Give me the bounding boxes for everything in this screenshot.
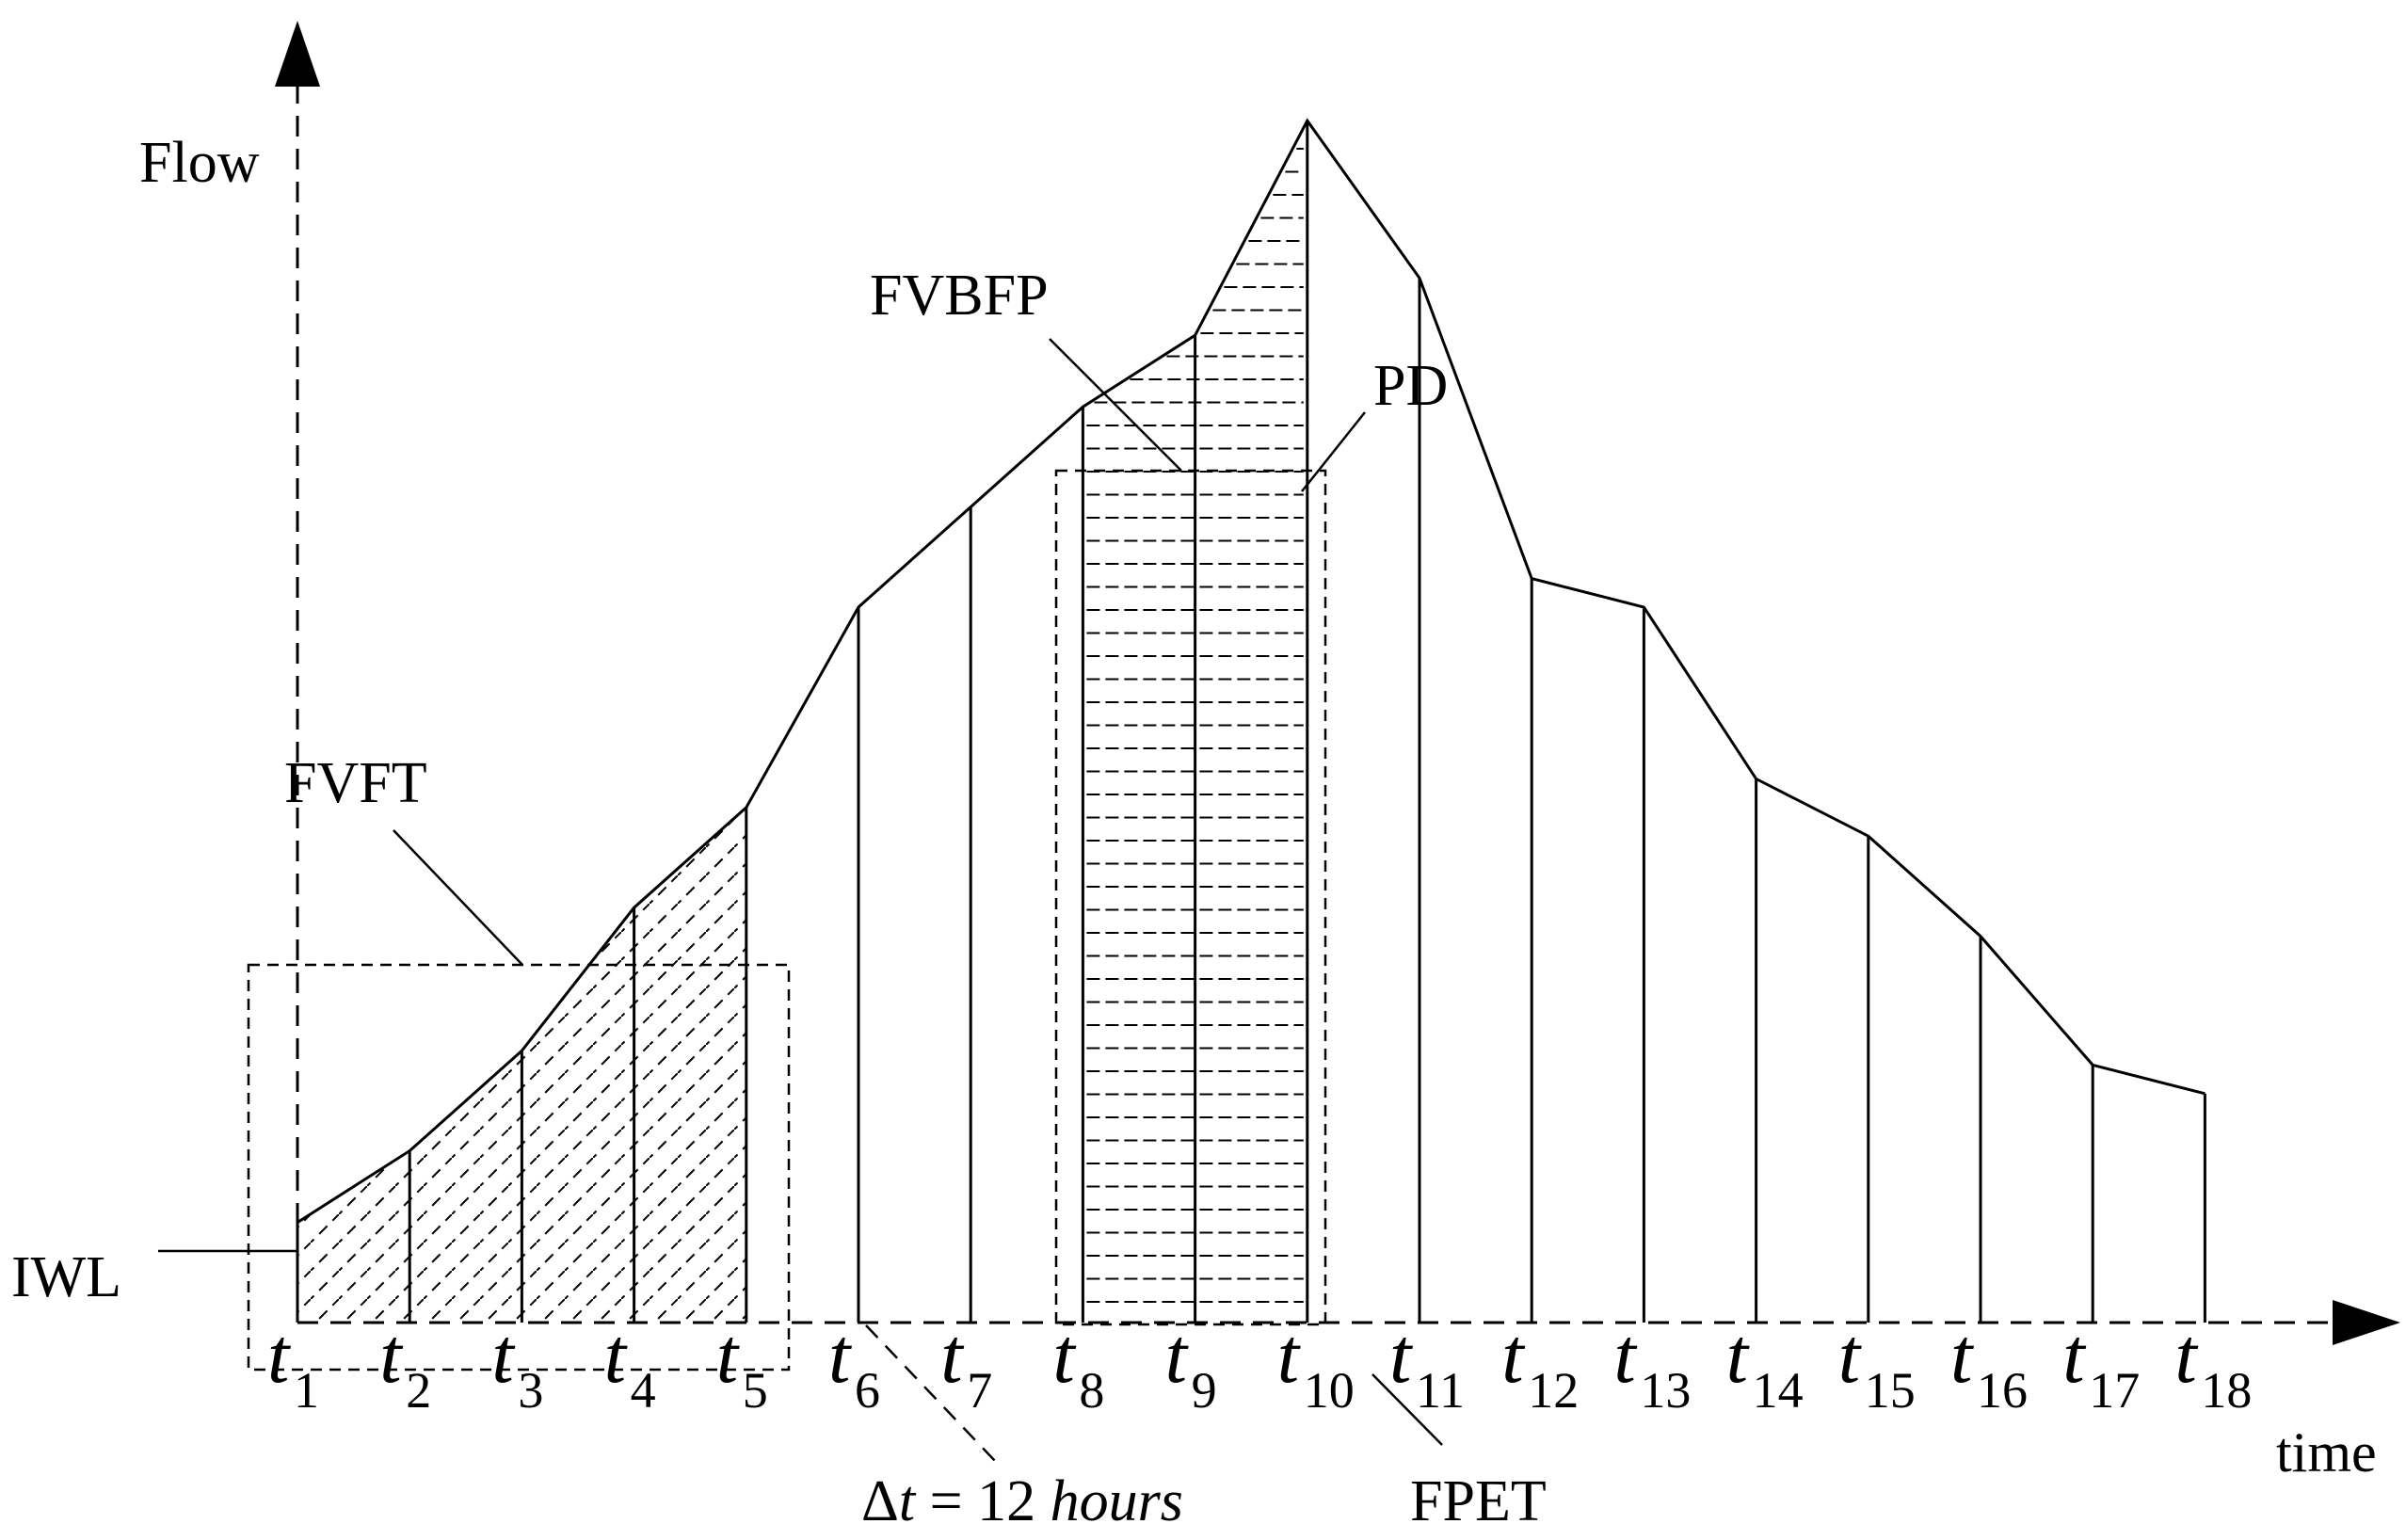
fpet-leader — [1371, 1373, 1443, 1446]
tick-label-t12: t 12 — [1501, 1312, 1579, 1419]
tick-symbol: t — [716, 1312, 741, 1400]
tick-symbol: t — [379, 1312, 404, 1400]
tick-subscript: 11 — [1416, 1362, 1465, 1419]
tick-symbol: t — [1726, 1312, 1751, 1400]
fvft-leader — [393, 829, 523, 966]
tick-subscript: 1 — [294, 1362, 319, 1419]
tick-subscript: 16 — [1977, 1362, 2028, 1419]
hydrograph-line — [297, 118, 2206, 1224]
tick-label-t17: t 17 — [2062, 1312, 2140, 1419]
tick-symbol: t — [1389, 1312, 1414, 1400]
tick-symbol: t — [2062, 1312, 2087, 1400]
x-axis-label: time — [2276, 1421, 2377, 1484]
tick-subscript: 8 — [1079, 1362, 1104, 1419]
delta-t-label: Δt = 12 hours — [861, 1469, 1183, 1533]
tick-symbol: t — [604, 1312, 629, 1400]
tick-label-t13: t 13 — [1613, 1312, 1691, 1419]
tick-symbol: t — [491, 1312, 516, 1400]
time-step-lines — [296, 120, 2206, 1323]
fvft-box — [247, 963, 791, 1372]
tick-symbol: t — [1613, 1312, 1638, 1400]
tick-label-t18: t 18 — [2174, 1312, 2252, 1419]
tick-label-t10: t 10 — [1277, 1312, 1355, 1419]
y-axis-label: Flow — [139, 131, 260, 195]
tick-subscript: 15 — [1865, 1362, 1916, 1419]
delta-symbol: Δ — [861, 1469, 899, 1533]
tick-subscript: 13 — [1640, 1362, 1691, 1419]
tick-label-t15: t 15 — [1838, 1312, 1916, 1419]
tick-subscript: 4 — [631, 1362, 656, 1419]
iwl-label: IWL — [11, 1245, 121, 1309]
tick-symbol: t — [828, 1312, 853, 1400]
tick-subscript: 5 — [743, 1362, 768, 1419]
tick-subscript: 14 — [1753, 1362, 1804, 1419]
tick-subscript: 3 — [518, 1362, 543, 1419]
tick-symbol: t — [1501, 1312, 1526, 1400]
fpet-label: FPET — [1410, 1469, 1547, 1533]
delta-t-leader — [865, 1324, 997, 1463]
fvbfp-label: FVBFP — [870, 264, 1049, 328]
tick-symbol: t — [1277, 1312, 1302, 1400]
fvft-label: FVFT — [284, 751, 427, 815]
tick-symbol: t — [1165, 1312, 1190, 1400]
delta-unit: hours — [1051, 1469, 1183, 1533]
tick-subscript: 6 — [855, 1362, 880, 1419]
tick-symbol: t — [267, 1312, 292, 1400]
tick-subscript: 7 — [967, 1362, 992, 1419]
y-axis-arrow-icon — [275, 21, 320, 87]
delta-eq: = 12 — [915, 1469, 1050, 1533]
tick-symbol: t — [2174, 1312, 2199, 1400]
tick-subscript: 9 — [1192, 1362, 1217, 1419]
time-tick-labels: t 1 t 2 t 3 t 4 t 5 t 6 t 7 t 8 t 9 t 10 t 11 t 12 t 13 t 14 t 15 t 16 t… — [267, 1312, 2252, 1419]
tick-symbol: t — [1838, 1312, 1863, 1400]
fvbfp-leader — [1049, 338, 1182, 472]
tick-subscript: 17 — [2089, 1362, 2140, 1419]
delta-var: t — [899, 1469, 917, 1533]
tick-subscript: 10 — [1304, 1362, 1355, 1419]
fvbfp-box — [1054, 469, 1327, 1326]
pd-label: PD — [1373, 354, 1448, 418]
tick-subscript: 2 — [406, 1362, 431, 1419]
tick-symbol: t — [1052, 1312, 1077, 1400]
x-axis-arrow-icon — [2333, 1300, 2400, 1345]
tick-subscript: 18 — [2201, 1362, 2252, 1419]
tick-subscript: 12 — [1528, 1362, 1579, 1419]
tick-label-t11: t 11 — [1389, 1312, 1465, 1419]
pd-leader — [1301, 411, 1366, 492]
tick-label-t16: t 16 — [1950, 1312, 2028, 1419]
tick-symbol: t — [940, 1312, 965, 1400]
tick-label-t14: t 14 — [1726, 1312, 1804, 1419]
tick-symbol: t — [1950, 1312, 1975, 1400]
